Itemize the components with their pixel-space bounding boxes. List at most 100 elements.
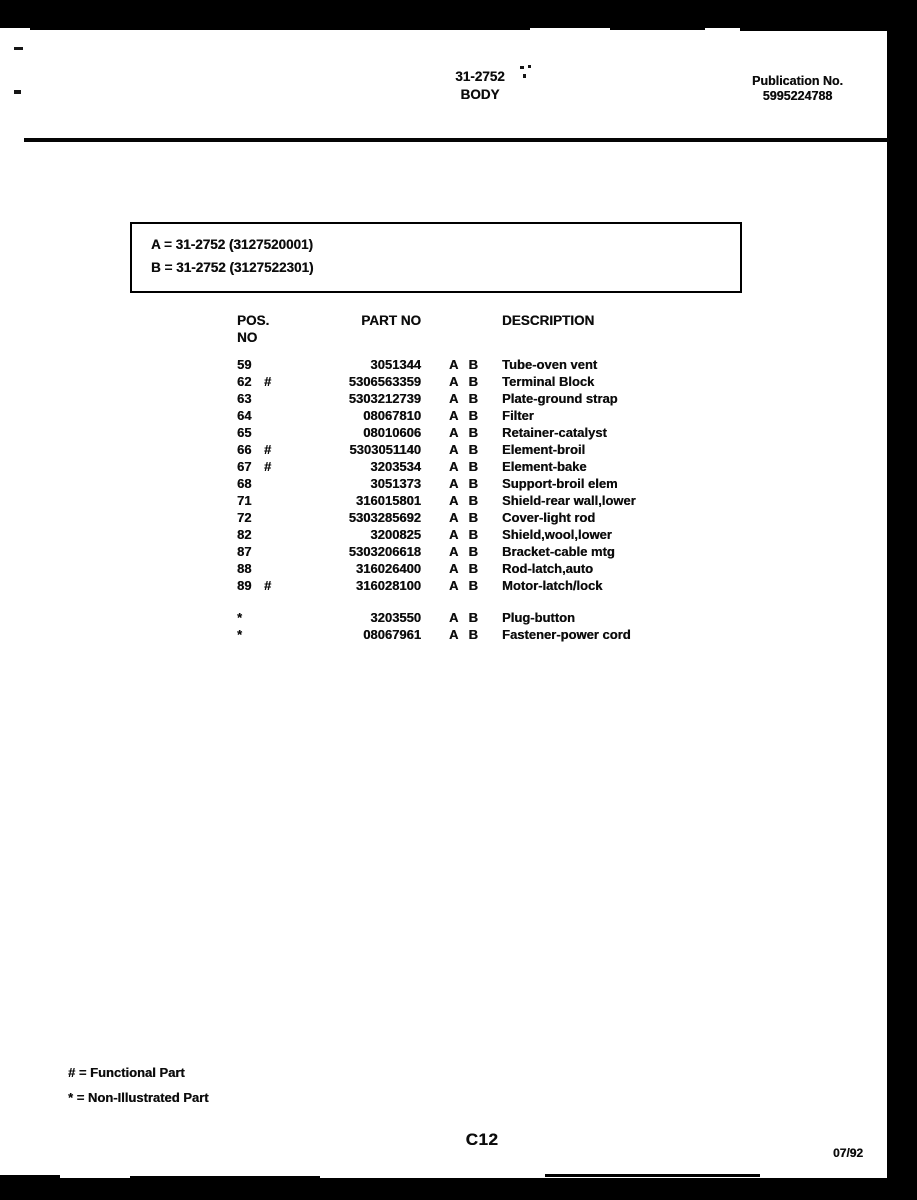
cell-pos: 82 (237, 527, 252, 542)
cell-flag: # (264, 442, 272, 457)
table-row: 89 #316028100 A B Motor-latch/lock (237, 577, 667, 594)
cell-pos: 65 (237, 425, 252, 440)
table-row: 87 5303206618 A B Bracket-cable mtg (237, 543, 667, 560)
cell-desc: Bracket-cable mtg (502, 544, 615, 559)
document-header: 31-2752 BODY (400, 68, 560, 104)
cell-desc: Fastener-power cord (502, 627, 631, 642)
cell-models: A B (449, 627, 478, 642)
section-title: BODY (460, 87, 500, 102)
cell-models: A B (449, 561, 478, 576)
cell-pos: 72 (237, 510, 252, 525)
cell-part: 5303206618 (348, 544, 421, 559)
cell-part: 316028100 (355, 578, 421, 593)
cell-part: 5306563359 (348, 374, 421, 389)
cell-pos: 89 (237, 578, 252, 593)
scan-artifact-bottom-bar (0, 1178, 917, 1200)
table-row: * 08067961 A B Fastener-power cord (237, 626, 667, 643)
table-row: 66 #5303051140 A B Element-broil (237, 441, 667, 458)
cell-desc: Retainer-catalyst (502, 425, 607, 440)
publication-label: Publication No. (752, 74, 843, 88)
col-header-part-no: PART NO (361, 313, 421, 328)
publication-number: 5995224788 (762, 89, 833, 103)
cell-part: 3051373 (370, 476, 421, 491)
legend: # = Functional Part * = Non-Illustrated … (68, 1064, 209, 1114)
cell-models: A B (449, 459, 478, 474)
table-row: 88 316026400 A B Rod-latch,auto (237, 560, 667, 577)
cell-part: 08067810 (363, 408, 421, 423)
page-number: C12 (465, 1130, 499, 1149)
cell-desc: Element-broil (502, 442, 586, 457)
cell-desc: Plate-ground strap (502, 391, 618, 406)
cell-part: 5303051140 (349, 442, 421, 457)
scan-artifact (0, 1175, 60, 1178)
col-header-pos-no: POS. NO (237, 313, 270, 345)
table-row: 67 #3203534 A B Element-bake (237, 458, 667, 475)
table-row: 62 #5306563359 A B Terminal Block (237, 373, 667, 390)
cell-models: A B (449, 425, 478, 440)
cell-part: 3200825 (370, 527, 421, 542)
scan-artifact-top-bar (0, 0, 917, 28)
cell-desc: Motor-latch/lock (502, 578, 603, 593)
cell-flag: # (264, 459, 272, 474)
cell-part: 316015801 (355, 493, 421, 508)
cell-pos: 66 (237, 442, 252, 457)
table-row: 68 3051373 A B Support-broil elem (237, 475, 667, 492)
scan-artifact-dash (14, 47, 23, 50)
cell-models: A B (449, 476, 478, 491)
cell-part: 316026400 (355, 561, 421, 576)
scan-artifact (130, 1176, 320, 1178)
cell-part: 08067961 (363, 627, 421, 642)
cell-part: 3203534 (370, 459, 421, 474)
cell-models: A B (449, 374, 478, 389)
cell-flag: # (264, 578, 272, 593)
cell-desc: Support-broil elem (502, 476, 618, 491)
table-body-non-illustrated: * 3203550 A B Plug-button * 08067961 A B Fasten… (237, 609, 667, 643)
cell-pos: 63 (237, 391, 252, 406)
cell-models: A B (449, 527, 478, 542)
legend-non-illustrated-part: * = Non-Illustrated Part (68, 1090, 209, 1105)
cell-desc: Shield-rear wall,lower (502, 493, 636, 508)
cell-part: 5303212739 (348, 391, 421, 406)
cell-desc: Cover-light rod (502, 510, 596, 525)
parts-table: POS. NO PART NO DESCRIPTION 59 3051344 A B… (237, 312, 667, 643)
scan-artifact (610, 28, 705, 30)
table-row: * 3203550 A B Plug-button (237, 609, 667, 626)
table-row: 72 5303285692 A B Cover-light rod (237, 509, 667, 526)
scan-artifact (740, 28, 917, 31)
cell-part: 5303285692 (348, 510, 421, 525)
cell-desc: Tube-oven vent (502, 357, 598, 372)
cell-pos: * (237, 610, 243, 625)
scan-artifact-dash (14, 90, 21, 94)
doc-number: 31-2752 (455, 69, 505, 84)
cell-pos: 87 (237, 544, 252, 559)
cell-models: A B (449, 391, 478, 406)
cell-pos: * (237, 627, 243, 642)
col-header-description: DESCRIPTION (502, 313, 595, 328)
cell-pos: 59 (237, 357, 252, 372)
cell-pos: 62 (237, 374, 252, 389)
scan-artifact (30, 28, 530, 30)
cell-models: A B (449, 408, 478, 423)
cell-models: A B (449, 544, 478, 559)
cell-pos: 68 (237, 476, 252, 491)
table-row: 63 5303212739 A B Plate-ground strap (237, 390, 667, 407)
cell-models: A B (449, 510, 478, 525)
legend-functional-part: # = Functional Part (68, 1065, 185, 1080)
table-row: 71 316015801 A B Shield-rear wall,lower (237, 492, 667, 509)
header-rule (24, 138, 889, 142)
cell-part: 3051344 (370, 357, 421, 372)
table-row: 65 08010606 A B Retainer-catalyst (237, 424, 667, 441)
table-header-row: POS. NO PART NO DESCRIPTION (237, 312, 667, 346)
cell-models: A B (449, 610, 478, 625)
scan-artifact-speck (528, 65, 531, 68)
cell-desc: Plug-button (502, 610, 575, 625)
scan-artifact-speck (520, 66, 524, 69)
scan-artifact (545, 1174, 760, 1177)
scan-artifact-right-bar (887, 0, 917, 1200)
cell-desc: Rod-latch,auto (502, 561, 593, 576)
table-body: 59 3051344 A B Tube-oven vent 62 #5306563359 A… (237, 356, 667, 594)
cell-desc: Element-bake (502, 459, 587, 474)
model-code-box: A = 31-2752 (3127520001) B = 31-2752 (31… (130, 222, 742, 293)
table-row: 82 3200825 A B Shield,wool,lower (237, 526, 667, 543)
